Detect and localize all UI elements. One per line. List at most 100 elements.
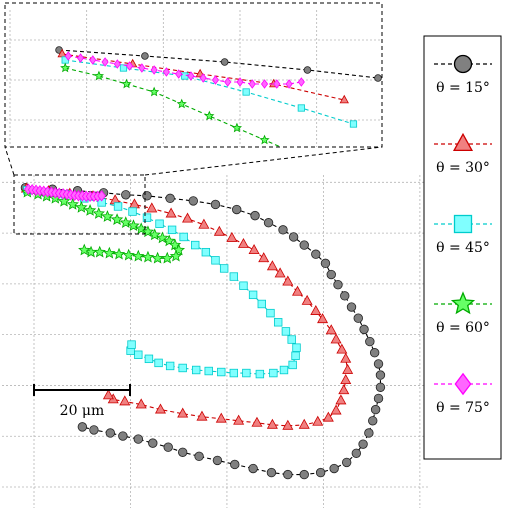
inset-point-square bbox=[119, 64, 128, 72]
main-point-star bbox=[132, 249, 145, 262]
scale-bar: 20 μm bbox=[33, 384, 131, 419]
main-point-triangle bbox=[102, 389, 114, 400]
inset-point-diamond bbox=[64, 51, 72, 61]
main-point-square bbox=[255, 369, 265, 379]
main-point-circle bbox=[278, 225, 288, 235]
main-point-square bbox=[273, 318, 283, 327]
main-point-triangle bbox=[330, 404, 342, 415]
inset-point-diamond bbox=[236, 77, 244, 87]
main-point-circle bbox=[263, 218, 274, 228]
main-plot-grid bbox=[2, 175, 428, 508]
main-point-circle bbox=[230, 459, 240, 470]
legend-label: θ = 45° bbox=[436, 240, 490, 256]
inset-point-star bbox=[149, 86, 160, 97]
main-point-circle bbox=[373, 393, 384, 404]
main-point-triangle bbox=[322, 411, 334, 422]
main-point-square bbox=[257, 299, 266, 309]
main-point-triangle bbox=[301, 294, 313, 305]
inset-plot-grid bbox=[5, 10, 382, 147]
main-point-circle bbox=[359, 324, 369, 335]
main-point-star bbox=[141, 250, 155, 263]
inset-point-square bbox=[242, 88, 250, 96]
main-point-star bbox=[110, 213, 124, 225]
main-point-circle bbox=[299, 240, 309, 250]
main-point-square bbox=[128, 207, 137, 216]
main-plot-data bbox=[20, 182, 386, 480]
inset-point-circle bbox=[303, 66, 312, 74]
main-point-star bbox=[127, 219, 140, 232]
main-trend-line-circle bbox=[25, 187, 381, 476]
main-point-triangle bbox=[135, 398, 147, 409]
main-point-star bbox=[101, 210, 114, 222]
main-point-square bbox=[167, 225, 177, 235]
main-point-star bbox=[92, 207, 105, 219]
main-point-triangle bbox=[237, 237, 249, 248]
main-point-square bbox=[144, 354, 154, 364]
inset-point-diamond bbox=[138, 63, 146, 73]
main-point-square bbox=[178, 363, 187, 373]
inset-point-circle bbox=[141, 52, 149, 60]
inset-plot-data bbox=[55, 46, 382, 147]
main-point-square bbox=[155, 219, 164, 228]
main-point-circle bbox=[133, 434, 144, 444]
main-point-star bbox=[57, 194, 71, 207]
main-point-circle bbox=[299, 469, 309, 480]
main-point-circle bbox=[320, 258, 331, 269]
main-point-star bbox=[103, 246, 116, 259]
main-point-square bbox=[266, 308, 275, 318]
inset-point-diamond bbox=[285, 79, 293, 89]
inset-point-diamond bbox=[89, 55, 97, 65]
main-point-triangle bbox=[338, 384, 350, 395]
main-point-triangle bbox=[251, 416, 263, 427]
main-point-triangle bbox=[330, 333, 342, 344]
legend-label: θ = 75° bbox=[436, 400, 490, 416]
main-point-circle bbox=[188, 196, 198, 206]
main-point-star bbox=[122, 248, 135, 261]
main-point-square bbox=[292, 343, 301, 352]
main-point-circle bbox=[333, 279, 343, 290]
main-trend-line-square bbox=[27, 189, 298, 375]
main-point-triangle bbox=[282, 419, 294, 430]
main-point-square bbox=[179, 232, 188, 242]
main-point-triangle bbox=[342, 363, 354, 374]
inset-point-diamond bbox=[199, 73, 207, 83]
main-point-square bbox=[113, 202, 123, 211]
inset-point-diamond bbox=[260, 79, 269, 89]
inset-point-star bbox=[176, 98, 187, 109]
main-point-square bbox=[219, 264, 229, 273]
main-point-circle bbox=[329, 463, 339, 474]
main-point-triangle bbox=[213, 225, 225, 236]
inset-point-triangle bbox=[339, 94, 349, 104]
main-point-star bbox=[148, 228, 161, 241]
inset-point-diamond bbox=[273, 79, 281, 89]
inset-point-square bbox=[349, 120, 358, 128]
main-point-square bbox=[239, 281, 248, 290]
main-point-triangle bbox=[335, 394, 347, 405]
main-point-triangle bbox=[266, 418, 278, 429]
main-point-triangle bbox=[274, 267, 286, 278]
inset-point-diamond bbox=[113, 59, 121, 69]
main-point-triangle bbox=[312, 415, 324, 426]
main-trend-line-triangle bbox=[26, 188, 349, 427]
main-point-circle bbox=[210, 199, 221, 210]
inset-point-diamond bbox=[162, 67, 170, 77]
main-point-triangle bbox=[317, 313, 329, 324]
main-point-circle bbox=[118, 431, 128, 441]
main-point-square bbox=[229, 368, 239, 378]
main-point-square bbox=[279, 365, 289, 375]
main-point-square bbox=[211, 256, 220, 265]
inset-point-star bbox=[121, 78, 132, 89]
inset-point-diamond bbox=[248, 79, 256, 89]
inset-point-diamond bbox=[211, 75, 220, 85]
inset-point-diamond bbox=[150, 65, 158, 75]
main-point-circle bbox=[311, 249, 321, 259]
main-point-square bbox=[191, 240, 200, 250]
main-point-triangle bbox=[266, 260, 278, 271]
inset-point-diamond bbox=[126, 61, 134, 71]
legend-label: θ = 60° bbox=[436, 320, 490, 336]
main-point-star bbox=[151, 251, 164, 264]
main-point-circle bbox=[326, 269, 336, 280]
main-point-star bbox=[169, 249, 183, 262]
main-point-circle bbox=[288, 232, 299, 242]
